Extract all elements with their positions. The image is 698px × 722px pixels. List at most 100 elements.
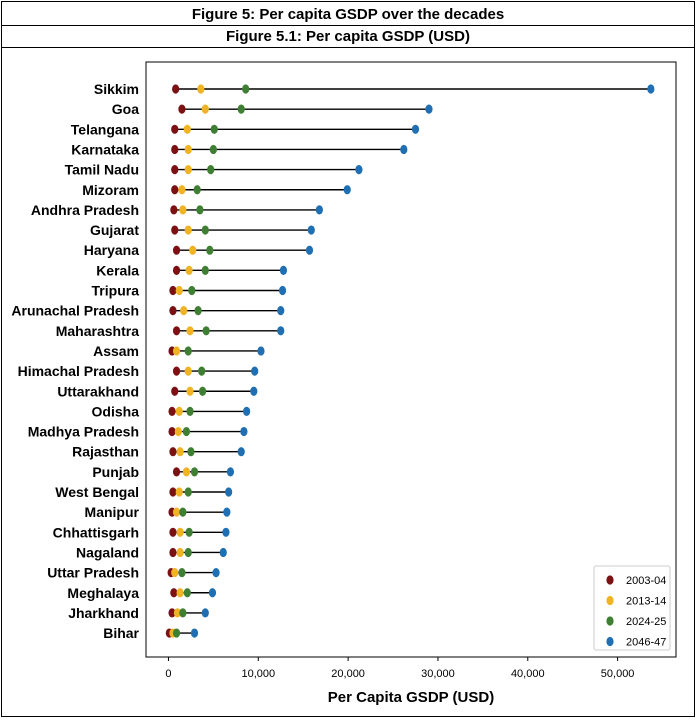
point-2013-14 <box>189 245 197 255</box>
row-punjab: Punjab <box>92 464 235 480</box>
x-tick-label: 0 <box>165 668 171 680</box>
row-himachal-pradesh: Himachal Pradesh <box>18 363 259 379</box>
figure-subtitle: Figure 5.1: Per capita GSDP (USD) <box>1 26 695 48</box>
x-tick-label: 50,000 <box>601 668 635 680</box>
category-label: Madhya Pradesh <box>28 424 139 440</box>
point-2013-14 <box>175 406 183 416</box>
point-2046-47 <box>223 507 231 517</box>
point-2024-25 <box>209 144 217 155</box>
point-2046-47 <box>222 527 230 537</box>
point-2024-25 <box>187 447 195 457</box>
point-2003-04 <box>172 265 181 275</box>
figure-title: Figure 5: Per capita GSDP over the decad… <box>1 4 695 26</box>
point-2046-47 <box>240 426 248 437</box>
point-2024-25 <box>193 185 201 195</box>
point-2003-04 <box>171 185 179 195</box>
x-tick-label: 10,000 <box>241 668 275 680</box>
point-2046-47 <box>355 165 363 175</box>
point-2024-25 <box>182 426 191 437</box>
point-2046-47 <box>237 447 245 457</box>
point-2046-47 <box>425 104 433 114</box>
legend-label: 2003-04 <box>626 575 666 587</box>
point-2003-04 <box>172 467 181 477</box>
category-label: Goa <box>112 101 139 117</box>
category-label: Bihar <box>103 625 139 641</box>
point-2024-25 <box>178 568 186 578</box>
point-2013-14 <box>172 507 181 517</box>
row-madhya-pradesh: Madhya Pradesh <box>28 424 248 440</box>
point-2003-04 <box>172 366 181 376</box>
category-label: Uttar Pradesh <box>47 565 139 581</box>
plot-area <box>145 61 677 658</box>
row-gujarat: Gujarat <box>90 222 315 238</box>
point-2003-04 <box>178 104 186 114</box>
category-label: Gujarat <box>90 222 139 238</box>
point-2013-14 <box>201 104 209 114</box>
point-2024-25 <box>210 124 218 134</box>
point-2013-14 <box>175 487 183 497</box>
point-2046-47 <box>225 487 233 497</box>
row-goa: Goa <box>112 101 433 117</box>
point-2024-25 <box>172 628 181 638</box>
row-odisha: Odisha <box>92 403 251 419</box>
point-2046-47 <box>315 205 323 215</box>
row-uttar-pradesh: Uttar Pradesh <box>47 565 220 581</box>
legend-label: 2024-25 <box>626 616 666 628</box>
x-tick-label: 20,000 <box>331 668 365 680</box>
point-2013-14 <box>184 165 192 175</box>
row-assam: Assam <box>93 343 265 359</box>
point-2013-14 <box>178 185 186 195</box>
row-bihar: Bihar <box>103 625 199 641</box>
point-2046-47 <box>307 225 315 235</box>
point-2013-14 <box>180 306 188 316</box>
point-2046-47 <box>277 306 285 316</box>
x-tick-label: 30,000 <box>421 668 455 680</box>
category-label: Haryana <box>84 242 139 258</box>
category-label: West Bengal <box>55 484 139 500</box>
category-label: Odisha <box>92 403 140 419</box>
point-2013-14 <box>197 84 205 94</box>
point-2013-14 <box>176 547 184 558</box>
point-2003-04 <box>172 84 180 94</box>
point-2024-25 <box>186 406 194 416</box>
category-label: Chhattisgarh <box>53 524 139 540</box>
point-2046-47 <box>647 84 655 94</box>
x-tick-label: 40,000 <box>511 668 545 680</box>
category-label: Telangana <box>71 121 139 137</box>
point-2046-47 <box>219 547 227 558</box>
legend-label: 2046-47 <box>626 637 666 649</box>
point-2013-14 <box>171 568 179 578</box>
point-2046-47 <box>226 467 235 477</box>
point-2046-47 <box>411 124 420 134</box>
point-2024-25 <box>188 285 196 296</box>
point-2024-25 <box>184 547 192 558</box>
row-tripura: Tripura <box>92 283 287 299</box>
point-2024-25 <box>207 165 215 175</box>
point-2013-14 <box>176 527 184 537</box>
category-label: Assam <box>93 343 139 359</box>
category-label: Kerala <box>96 262 139 278</box>
row-west-bengal: West Bengal <box>55 484 233 500</box>
category-label: Sikkim <box>94 81 139 97</box>
category-label: Maharashtra <box>56 323 139 339</box>
point-2013-14 <box>174 426 182 437</box>
point-2003-04 <box>168 406 176 416</box>
point-2024-25 <box>242 84 250 94</box>
point-2003-04 <box>168 608 176 618</box>
point-2024-25 <box>237 104 245 114</box>
row-kerala: Kerala <box>96 262 288 278</box>
point-2013-14 <box>173 608 182 618</box>
point-2024-25 <box>201 265 209 275</box>
point-2046-47 <box>305 245 314 255</box>
point-2024-25 <box>198 386 207 396</box>
point-2024-25 <box>198 366 206 376</box>
category-label: Jharkhand <box>68 605 139 621</box>
category-label: Andhra Pradesh <box>31 202 139 218</box>
point-2024-25 <box>206 245 214 255</box>
legend-marker <box>606 575 614 585</box>
point-2003-04 <box>169 547 177 558</box>
point-2046-47 <box>201 608 209 618</box>
row-jharkhand: Jharkhand <box>68 605 209 621</box>
category-label: Uttarakhand <box>57 383 139 399</box>
category-label: Nagaland <box>76 544 139 560</box>
